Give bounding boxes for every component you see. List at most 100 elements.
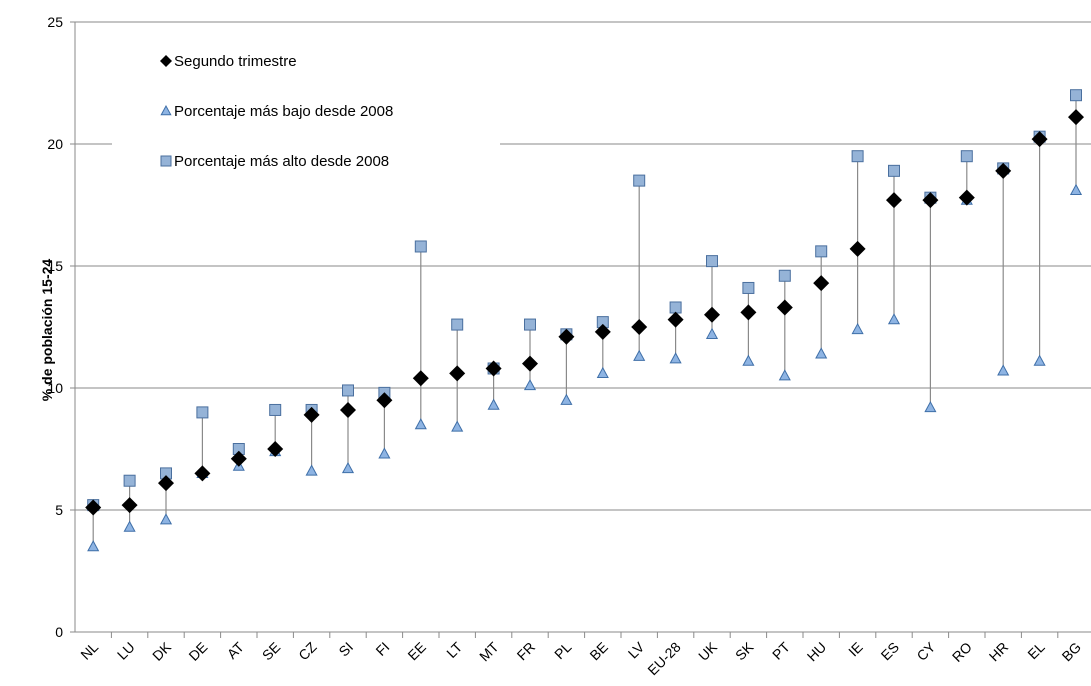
x-tick-label: BG <box>1058 639 1084 665</box>
y-tick-label: 15 <box>47 258 63 274</box>
high-point <box>269 403 282 416</box>
low-point <box>633 349 646 361</box>
legend-diamond-marker <box>160 55 172 67</box>
low-point <box>523 379 537 391</box>
x-tick-label: PT <box>769 638 793 662</box>
low-point <box>997 364 1010 376</box>
low-point <box>851 322 864 335</box>
quarter-point <box>776 299 793 316</box>
y-axis-label: % de población 15-24 <box>39 259 55 402</box>
high-point <box>851 150 864 163</box>
low-point <box>305 464 318 476</box>
quarter-point <box>376 392 393 409</box>
x-tick-label: EE <box>404 639 429 664</box>
quarter-point <box>558 328 575 345</box>
x-tick-label: SK <box>732 638 757 663</box>
x-tick-label: FR <box>514 639 539 664</box>
low-point <box>123 520 136 532</box>
low-point <box>341 461 355 474</box>
low-point <box>742 354 755 366</box>
quarter-point <box>813 275 830 292</box>
x-tick-label: DK <box>149 638 175 664</box>
x-tick-label: CZ <box>295 638 320 663</box>
high-point <box>342 384 354 397</box>
x-tick-label: BE <box>586 639 611 664</box>
low-point <box>560 393 573 405</box>
quarter-point <box>886 192 902 209</box>
x-tick-label: RO <box>949 639 975 665</box>
low-point <box>87 540 100 552</box>
low-point <box>669 352 682 364</box>
y-tick-label: 0 <box>55 624 63 640</box>
low-point <box>705 327 719 339</box>
quarter-point <box>485 360 502 377</box>
high-point <box>451 318 464 331</box>
axes <box>70 21 1091 638</box>
low-point <box>451 420 464 432</box>
quarter-point <box>267 441 284 457</box>
high-point <box>196 406 209 419</box>
y-tick-label: 5 <box>55 502 63 518</box>
quarter-point <box>849 240 866 257</box>
low-point <box>1033 354 1046 366</box>
y-tick-label: 25 <box>47 14 63 30</box>
x-tick-label: CY <box>913 638 939 664</box>
y-tick-label: 10 <box>47 380 63 396</box>
legend-square-marker <box>160 155 172 167</box>
x-tick-label: IE <box>845 639 866 660</box>
quarter-point <box>1031 131 1048 148</box>
data-markers <box>85 89 1084 552</box>
quarter-point <box>158 475 174 492</box>
x-tick-label: ES <box>878 639 903 664</box>
low-point <box>815 347 828 359</box>
x-tick-label: EU-28 <box>644 639 684 679</box>
quarter-point <box>594 323 611 340</box>
high-point <box>1070 89 1082 102</box>
quarter-point <box>230 450 247 467</box>
high-point <box>669 301 682 314</box>
legend-label: Porcentaje más bajo desde 2008 <box>174 103 393 120</box>
low-point <box>887 313 901 325</box>
x-tick-label: FI <box>372 639 392 659</box>
legend-label: Segundo trimestre <box>174 53 297 70</box>
x-tick-label: MT <box>476 638 502 664</box>
high-point <box>633 174 646 187</box>
x-tick-label: SE <box>259 639 284 664</box>
y-tick-label: 20 <box>47 136 63 152</box>
x-tick-label: SI <box>335 639 356 660</box>
quarter-point <box>704 306 720 323</box>
quarter-point <box>995 162 1012 179</box>
quarter-point <box>740 304 757 321</box>
low-point <box>414 418 427 430</box>
high-point <box>778 269 791 282</box>
high-point <box>742 281 755 294</box>
high-point <box>706 255 718 268</box>
x-tick-label: DE <box>185 639 210 664</box>
quarter-point <box>522 355 538 372</box>
legend: Segundo trimestre Porcentaje más bajo des… <box>112 36 500 206</box>
low-point <box>487 398 500 410</box>
x-tick-label: LT <box>443 639 465 661</box>
high-point <box>888 164 900 177</box>
low-point <box>159 513 173 525</box>
quarter-point <box>85 499 102 516</box>
quarter-point <box>922 192 939 209</box>
quarter-point <box>667 311 684 328</box>
low-point <box>1069 183 1083 195</box>
quarter-point <box>631 319 648 335</box>
x-tick-label: UK <box>695 638 721 664</box>
quarter-point <box>121 497 138 514</box>
high-point <box>123 474 136 487</box>
x-tick-label: HR <box>986 639 1012 665</box>
x-tick-label: EL <box>1024 639 1048 663</box>
quarter-point <box>412 370 429 387</box>
x-tick-label: LU <box>114 639 138 663</box>
x-tick-label: PL <box>551 639 575 663</box>
legend-background <box>112 36 500 206</box>
x-tick-label: AT <box>224 638 248 662</box>
legend-label: Porcentaje más alto desde 2008 <box>174 153 389 170</box>
low-point <box>778 369 791 381</box>
quarter-point <box>449 365 466 382</box>
low-point <box>924 400 937 413</box>
